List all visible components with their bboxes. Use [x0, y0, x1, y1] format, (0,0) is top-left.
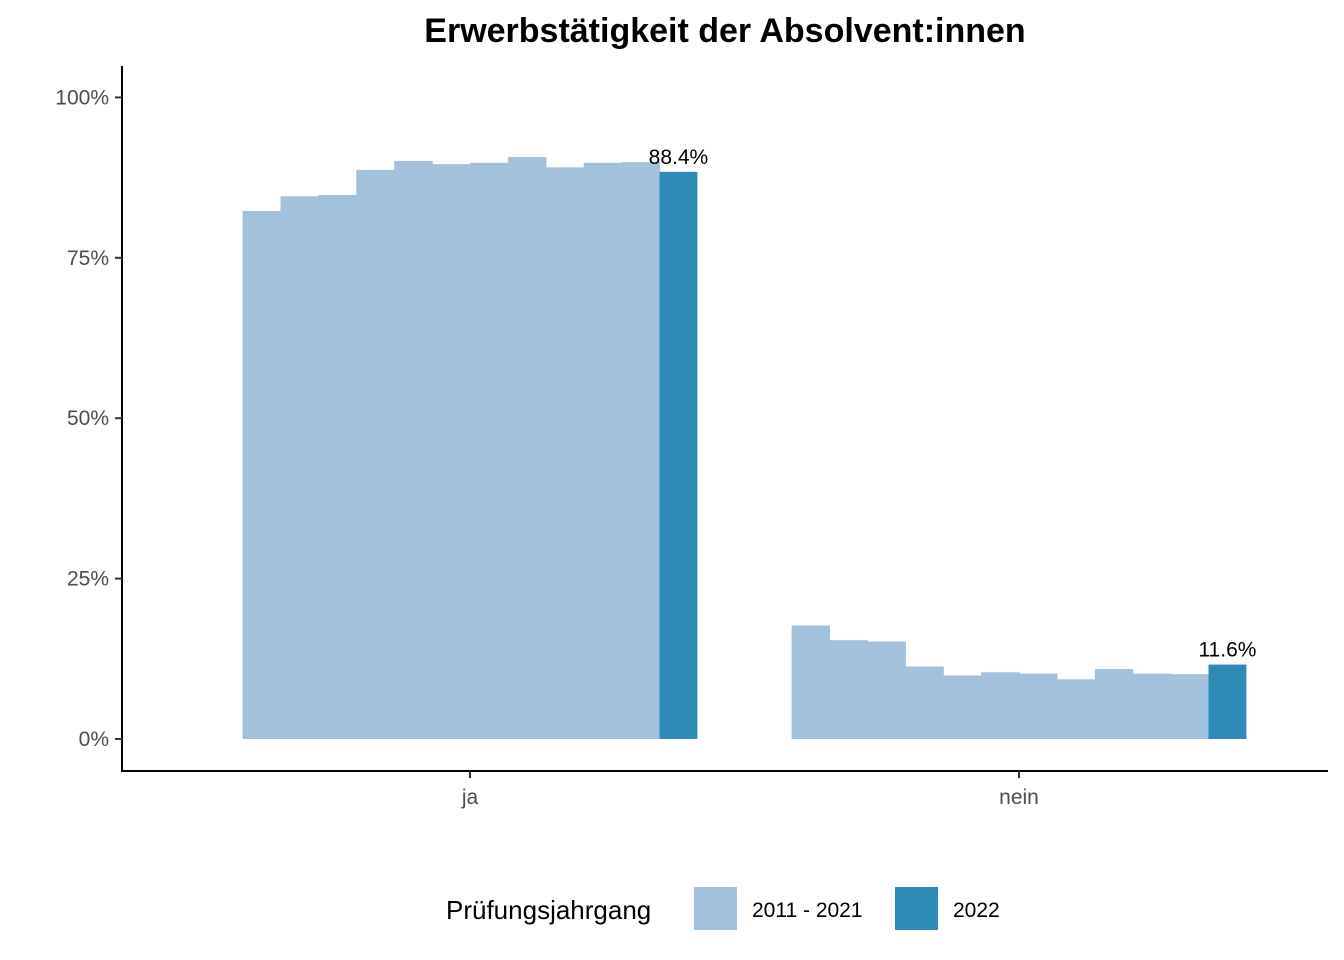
bar-nein-hist-6	[1019, 673, 1058, 739]
chart-title: Erwerbstätigkeit der Absolvent:innen	[424, 12, 1025, 50]
bar-nein-hist-10	[1170, 674, 1210, 739]
legend-label-1: 2022	[953, 899, 1000, 922]
data-label-nein: 11.6%	[1198, 639, 1256, 662]
data-labels-layer: 88.4% 11.6%	[649, 146, 1257, 662]
y-tick-label-0: 0%	[79, 728, 109, 751]
y-tick-label-1: 25%	[67, 568, 109, 591]
bar-ja-hist-8	[545, 167, 585, 739]
y-tick-label-4: 100%	[55, 86, 109, 109]
bar-ja-hist-4	[394, 160, 433, 740]
bar-ja-hist-1	[280, 196, 319, 739]
bar-ja-hist-2	[318, 194, 357, 740]
legend: Prüfungsjahrgang 2011 - 2021 2022	[446, 887, 1000, 930]
bar-nein-hist-3	[905, 666, 944, 739]
legend-key-0	[694, 887, 737, 930]
bar-ja-hist-5	[432, 164, 471, 739]
bar-ja-hist-10	[621, 162, 661, 739]
y-tick-label-2: 50%	[67, 407, 109, 430]
bars-layer	[242, 157, 1247, 740]
bar-nein-hist-1	[829, 640, 868, 739]
bar-ja-hist-0	[242, 210, 282, 739]
legend-title: Prüfungsjahrgang	[446, 895, 651, 925]
axes-layer: 0% 25% 50% 75% 100% ja nein	[55, 66, 1328, 809]
x-tick-label-ja: ja	[461, 786, 479, 809]
bar-ja-current	[659, 171, 698, 739]
legend-key-1	[895, 887, 938, 930]
bar-nein-hist-5	[981, 672, 1020, 739]
bar-nein-hist-9	[1132, 673, 1172, 739]
bar-ja-hist-3	[356, 169, 395, 739]
bar-ja-hist-9	[583, 162, 623, 740]
bar-nein-hist-8	[1094, 669, 1134, 739]
bar-ja-hist-6	[470, 162, 509, 740]
bar-nein-hist-0	[791, 625, 831, 739]
y-tick-label-3: 75%	[67, 247, 109, 270]
bar-nein-hist-7	[1056, 679, 1096, 739]
data-label-ja: 88.4%	[649, 146, 709, 169]
x-tick-label-nein: nein	[999, 786, 1039, 809]
bar-ja-hist-7	[507, 157, 547, 739]
bar-nein-current	[1208, 664, 1247, 739]
legend-label-0: 2011 - 2021	[752, 899, 863, 922]
bar-nein-hist-4	[943, 675, 982, 739]
bar-nein-hist-2	[867, 641, 906, 739]
